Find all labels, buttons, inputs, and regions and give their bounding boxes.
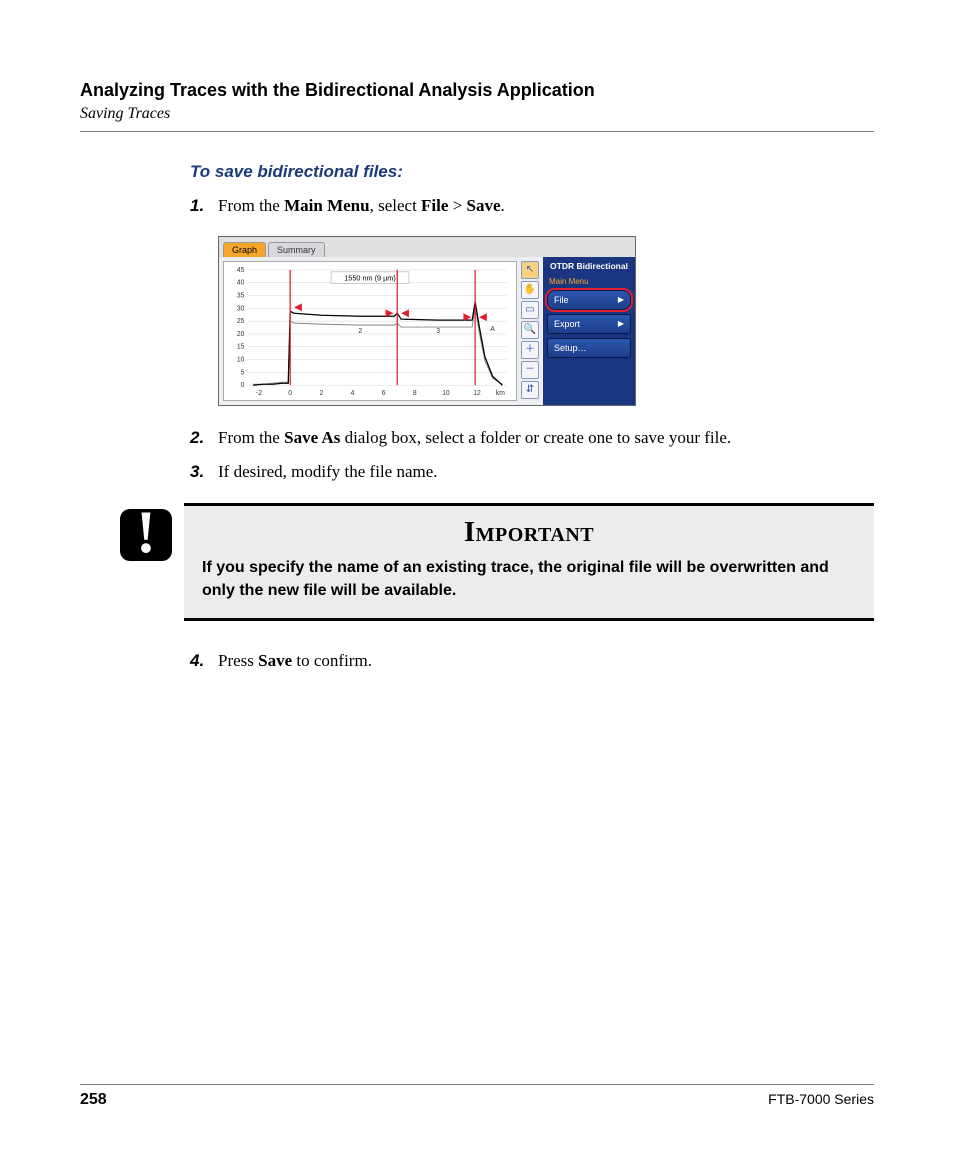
svg-text:0: 0	[241, 382, 245, 389]
chevron-right-icon: ▶	[618, 295, 624, 304]
step-number: 3.	[190, 460, 218, 484]
step-text: From the Main Menu, select File > Save.	[218, 194, 874, 218]
section-title: Saving Traces	[80, 105, 874, 123]
svg-text:A: A	[490, 326, 495, 333]
step-number: 2.	[190, 426, 218, 450]
svg-text:-2: -2	[256, 390, 262, 397]
tool-iconbar: ↖ ✋ ▭ 🔍 ＋ － ⇵	[521, 257, 543, 405]
step-text: Press Save to confirm.	[218, 649, 874, 673]
svg-text:35: 35	[237, 292, 245, 299]
app-screenshot: Graph Summary	[218, 236, 636, 406]
step-2: 2. From the Save As dialog box, select a…	[190, 426, 874, 450]
series-label: FTB-7000 Series	[768, 1091, 874, 1109]
tab-summary[interactable]: Summary	[268, 242, 325, 257]
zoom-icon[interactable]: 🔍	[521, 321, 539, 339]
svg-text:25: 25	[237, 318, 245, 325]
svg-text:2: 2	[358, 328, 362, 335]
zoom-in-icon[interactable]: ＋	[521, 341, 539, 359]
svg-text:10: 10	[442, 390, 450, 397]
procedure-title: To save bidirectional files:	[190, 162, 874, 182]
tab-graph[interactable]: Graph	[223, 242, 266, 257]
cursor-icon[interactable]: ↖	[521, 261, 539, 279]
zoom-out-icon[interactable]: －	[521, 361, 539, 379]
step-4: 4. Press Save to confirm.	[190, 649, 874, 673]
svg-text:20: 20	[237, 331, 245, 338]
svg-text:3: 3	[436, 328, 440, 335]
otdr-graph: 45 40 35 30 25 20 15 10 5 0 -2 0	[223, 261, 517, 401]
svg-text:km: km	[496, 390, 505, 397]
chevron-right-icon: ▶	[618, 319, 624, 328]
step-1: 1. From the Main Menu, select File > Sav…	[190, 194, 874, 218]
menu-setup[interactable]: Setup…	[547, 338, 631, 358]
svg-text:12: 12	[473, 390, 481, 397]
svg-text:6: 6	[382, 390, 386, 397]
hand-icon[interactable]: ✋	[521, 281, 539, 299]
svg-text:8: 8	[413, 390, 417, 397]
step-text: If desired, modify the file name.	[218, 460, 874, 484]
menu-file[interactable]: File▶	[547, 290, 631, 310]
step-3: 3. If desired, modify the file name.	[190, 460, 874, 484]
exclamation-icon: !	[120, 509, 172, 561]
important-text: If you specify the name of an existing t…	[202, 557, 856, 602]
page-number: 258	[80, 1091, 107, 1109]
app-sidebar: OTDR Bidirectional Main Menu File▶ Expor…	[543, 257, 635, 405]
zoom-box-icon[interactable]: ▭	[521, 301, 539, 319]
svg-text:45: 45	[237, 267, 245, 274]
step-number: 4.	[190, 649, 218, 673]
step-text: From the Save As dialog box, select a fo…	[218, 426, 874, 450]
markers-icon[interactable]: ⇵	[521, 381, 539, 399]
svg-text:2: 2	[319, 390, 323, 397]
sidebar-subtitle: Main Menu	[545, 277, 633, 286]
menu-export[interactable]: Export▶	[547, 314, 631, 334]
important-heading: Important	[202, 516, 856, 549]
step-number: 1.	[190, 194, 218, 218]
svg-text:0: 0	[288, 390, 292, 397]
svg-text:5: 5	[241, 369, 245, 376]
tab-bar: Graph Summary	[219, 237, 635, 257]
svg-text:10: 10	[237, 356, 245, 363]
sidebar-title: OTDR Bidirectional	[545, 259, 633, 273]
svg-text:15: 15	[237, 344, 245, 351]
important-callout: ! Important If you specify the name of a…	[80, 503, 874, 621]
page-footer: 258 FTB-7000 Series	[80, 1084, 874, 1109]
svg-text:4: 4	[351, 390, 355, 397]
svg-text:30: 30	[237, 305, 245, 312]
svg-text:40: 40	[237, 279, 245, 286]
header-rule	[80, 131, 874, 132]
svg-text:1550 nm (9 µm): 1550 nm (9 µm)	[344, 273, 396, 282]
chapter-title: Analyzing Traces with the Bidirectional …	[80, 80, 874, 101]
